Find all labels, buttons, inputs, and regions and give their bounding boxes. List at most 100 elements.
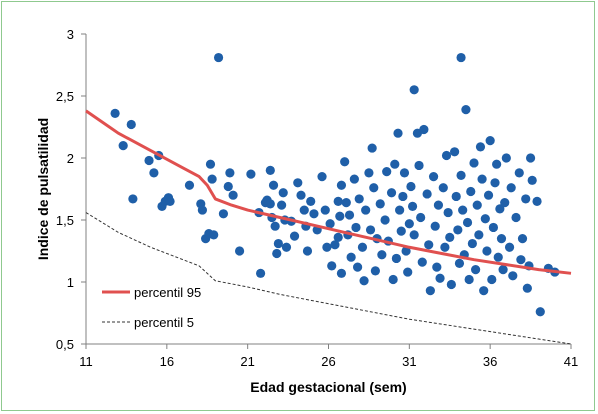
data-point <box>492 159 502 169</box>
data-point <box>126 119 136 130</box>
data-point <box>498 265 508 275</box>
data-point <box>508 271 518 281</box>
data-point <box>404 219 414 229</box>
data-point <box>475 142 486 152</box>
data-point <box>443 207 453 218</box>
data-point <box>466 186 476 197</box>
data-point <box>322 242 332 252</box>
data-point <box>506 183 516 193</box>
y-tick-label: 2 <box>67 151 74 166</box>
x-tick-label: 21 <box>240 354 254 369</box>
x-tick-label: 26 <box>321 354 335 369</box>
data-point <box>351 222 361 233</box>
data-point <box>278 188 288 198</box>
data-point <box>223 181 233 192</box>
data-point <box>409 85 419 95</box>
data-point <box>309 209 319 219</box>
data-point <box>521 194 531 204</box>
data-point <box>430 221 440 231</box>
data-point <box>205 159 216 169</box>
data-point <box>456 52 466 63</box>
y-axis-title: Indice de pulsatilidad <box>35 118 51 260</box>
data-point <box>289 231 300 241</box>
data-point <box>265 165 275 175</box>
data-point <box>349 174 359 184</box>
y-tick-label: 2,5 <box>56 89 74 104</box>
y-tick-label: 1 <box>67 275 74 290</box>
data-point <box>441 150 452 161</box>
x-ticks: 11 16 21 26 31 36 41 <box>79 344 578 369</box>
data-point <box>207 174 217 184</box>
data-point <box>327 261 337 271</box>
data-point <box>479 286 489 296</box>
data-point <box>474 230 484 240</box>
data-point <box>416 212 426 223</box>
data-point <box>511 212 521 223</box>
data-point <box>330 240 340 250</box>
data-points <box>110 52 560 317</box>
data-point <box>365 225 376 235</box>
data-point <box>296 190 306 200</box>
data-point <box>493 252 503 262</box>
data-point <box>401 246 411 256</box>
y-tick-label: 1,5 <box>56 213 74 228</box>
data-point <box>445 232 455 242</box>
data-point <box>456 170 466 180</box>
data-point <box>483 190 494 200</box>
data-point <box>472 200 482 210</box>
data-point <box>535 307 545 317</box>
data-point <box>464 274 474 285</box>
percentile-lines <box>85 109 572 345</box>
data-point <box>213 52 224 63</box>
data-point <box>396 226 406 236</box>
data-point <box>218 209 229 219</box>
data-point <box>393 128 403 138</box>
data-point <box>462 217 473 228</box>
data-point <box>353 262 363 272</box>
data-point <box>496 234 507 244</box>
data-point <box>469 158 479 168</box>
data-point <box>432 262 442 272</box>
data-point <box>399 168 410 178</box>
data-point <box>451 191 461 202</box>
data-point <box>306 196 316 206</box>
data-point <box>390 159 400 169</box>
data-point <box>184 180 195 190</box>
data-point <box>407 201 418 211</box>
data-point <box>438 183 448 193</box>
data-point <box>480 214 490 224</box>
data-point <box>477 174 487 184</box>
data-point <box>403 267 413 277</box>
data-point <box>425 286 435 296</box>
data-point <box>485 136 495 146</box>
data-point <box>228 190 238 200</box>
data-point <box>467 238 477 249</box>
data-point <box>361 205 371 215</box>
x-tick-label: 16 <box>160 354 174 369</box>
data-point <box>382 167 392 177</box>
data-point <box>225 168 235 178</box>
data-point <box>357 242 368 252</box>
data-point <box>488 222 498 233</box>
data-point <box>386 188 397 198</box>
data-point <box>487 274 497 285</box>
x-axis-title: Edad gestacional (sem) <box>250 379 406 395</box>
data-point <box>340 157 350 167</box>
data-point <box>422 189 432 199</box>
data-point <box>395 205 405 215</box>
data-point <box>450 147 460 157</box>
y-tick-label: 3 <box>67 27 74 42</box>
data-point <box>359 276 369 286</box>
data-point <box>428 172 439 182</box>
data-point <box>417 257 427 267</box>
data-point <box>482 246 492 256</box>
data-point <box>234 246 245 256</box>
data-point <box>446 279 456 290</box>
data-point <box>346 252 356 262</box>
data-point <box>281 242 292 252</box>
data-point <box>527 175 537 185</box>
y-ticks: 0,5 1 1,5 2 2,5 3 <box>56 27 86 352</box>
data-point <box>453 225 463 235</box>
data-point <box>325 219 335 229</box>
